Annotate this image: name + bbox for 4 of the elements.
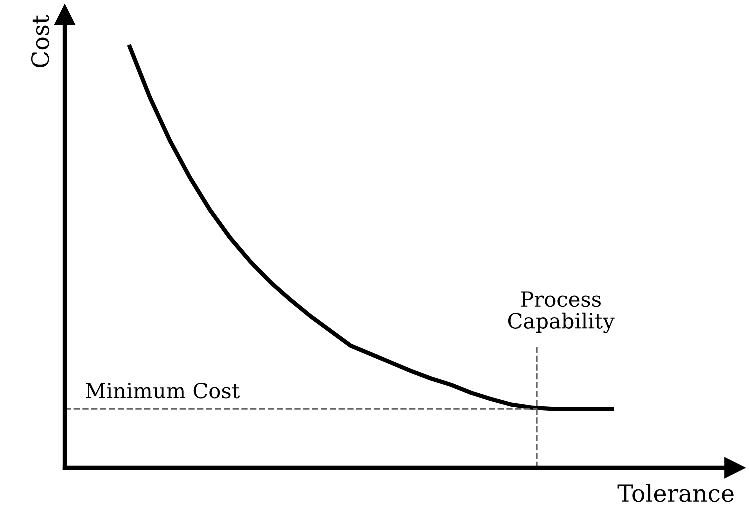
x-axis-title: Tolerance: [618, 484, 734, 502]
y-axis-title: Cost: [31, 15, 50, 68]
annotation: Process Capability: [508, 292, 615, 334]
ref-line-label: Minimum Cost: [86, 382, 240, 399]
